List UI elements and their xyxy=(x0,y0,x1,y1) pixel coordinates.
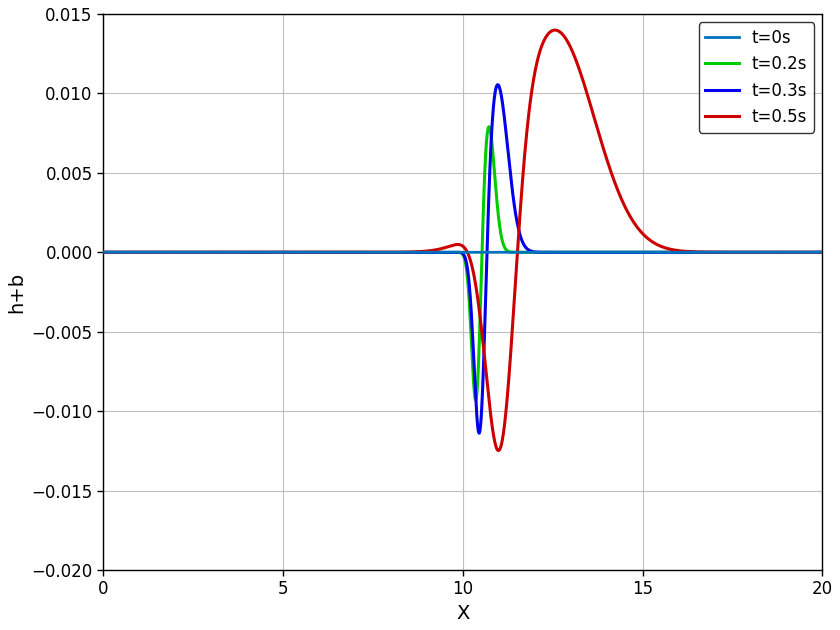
t=0.3s xyxy=(780,248,790,256)
t=0.2s xyxy=(128,248,138,256)
t=0.5s xyxy=(239,248,249,256)
t=0s xyxy=(449,248,459,256)
t=0.3s xyxy=(817,248,827,256)
t=0.5s xyxy=(449,241,459,249)
t=0.2s xyxy=(239,248,249,256)
t=0.2s xyxy=(484,123,494,130)
t=0.3s xyxy=(493,81,503,89)
t=0.2s xyxy=(102,248,112,256)
t=0.5s xyxy=(817,248,827,256)
t=0.3s xyxy=(239,248,249,256)
t=0.3s xyxy=(102,248,112,256)
t=0s xyxy=(128,248,138,256)
t=0.2s xyxy=(449,248,459,256)
t=0.2s xyxy=(141,248,151,256)
t=0.5s xyxy=(493,447,503,454)
t=0.3s xyxy=(141,248,151,256)
t=0.3s xyxy=(98,248,108,256)
Line: t=0.5s: t=0.5s xyxy=(103,30,822,450)
t=0s xyxy=(102,248,112,256)
Line: t=0.3s: t=0.3s xyxy=(103,85,822,433)
t=0s xyxy=(239,248,249,256)
t=0s xyxy=(780,248,790,256)
t=0.2s xyxy=(98,248,108,256)
t=0.2s xyxy=(817,248,827,256)
t=0.5s xyxy=(128,248,138,256)
t=0.5s xyxy=(141,248,151,256)
Y-axis label: h+b: h+b xyxy=(7,272,26,312)
X-axis label: X: X xyxy=(456,604,470,623)
t=0.5s xyxy=(550,26,560,34)
t=0s xyxy=(141,248,151,256)
t=0.3s xyxy=(128,248,138,256)
t=0s xyxy=(98,248,108,256)
t=0s xyxy=(817,248,827,256)
t=0.2s xyxy=(780,248,790,256)
Legend: t=0s, t=0.2s, t=0.3s, t=0.5s: t=0s, t=0.2s, t=0.3s, t=0.5s xyxy=(699,22,814,132)
t=0.3s xyxy=(449,248,459,256)
Line: t=0.2s: t=0.2s xyxy=(103,127,822,400)
t=0.5s xyxy=(98,248,108,256)
t=0.3s xyxy=(474,430,484,437)
t=0.5s xyxy=(102,248,112,256)
t=0.5s xyxy=(780,248,790,256)
t=0.2s xyxy=(470,396,480,404)
